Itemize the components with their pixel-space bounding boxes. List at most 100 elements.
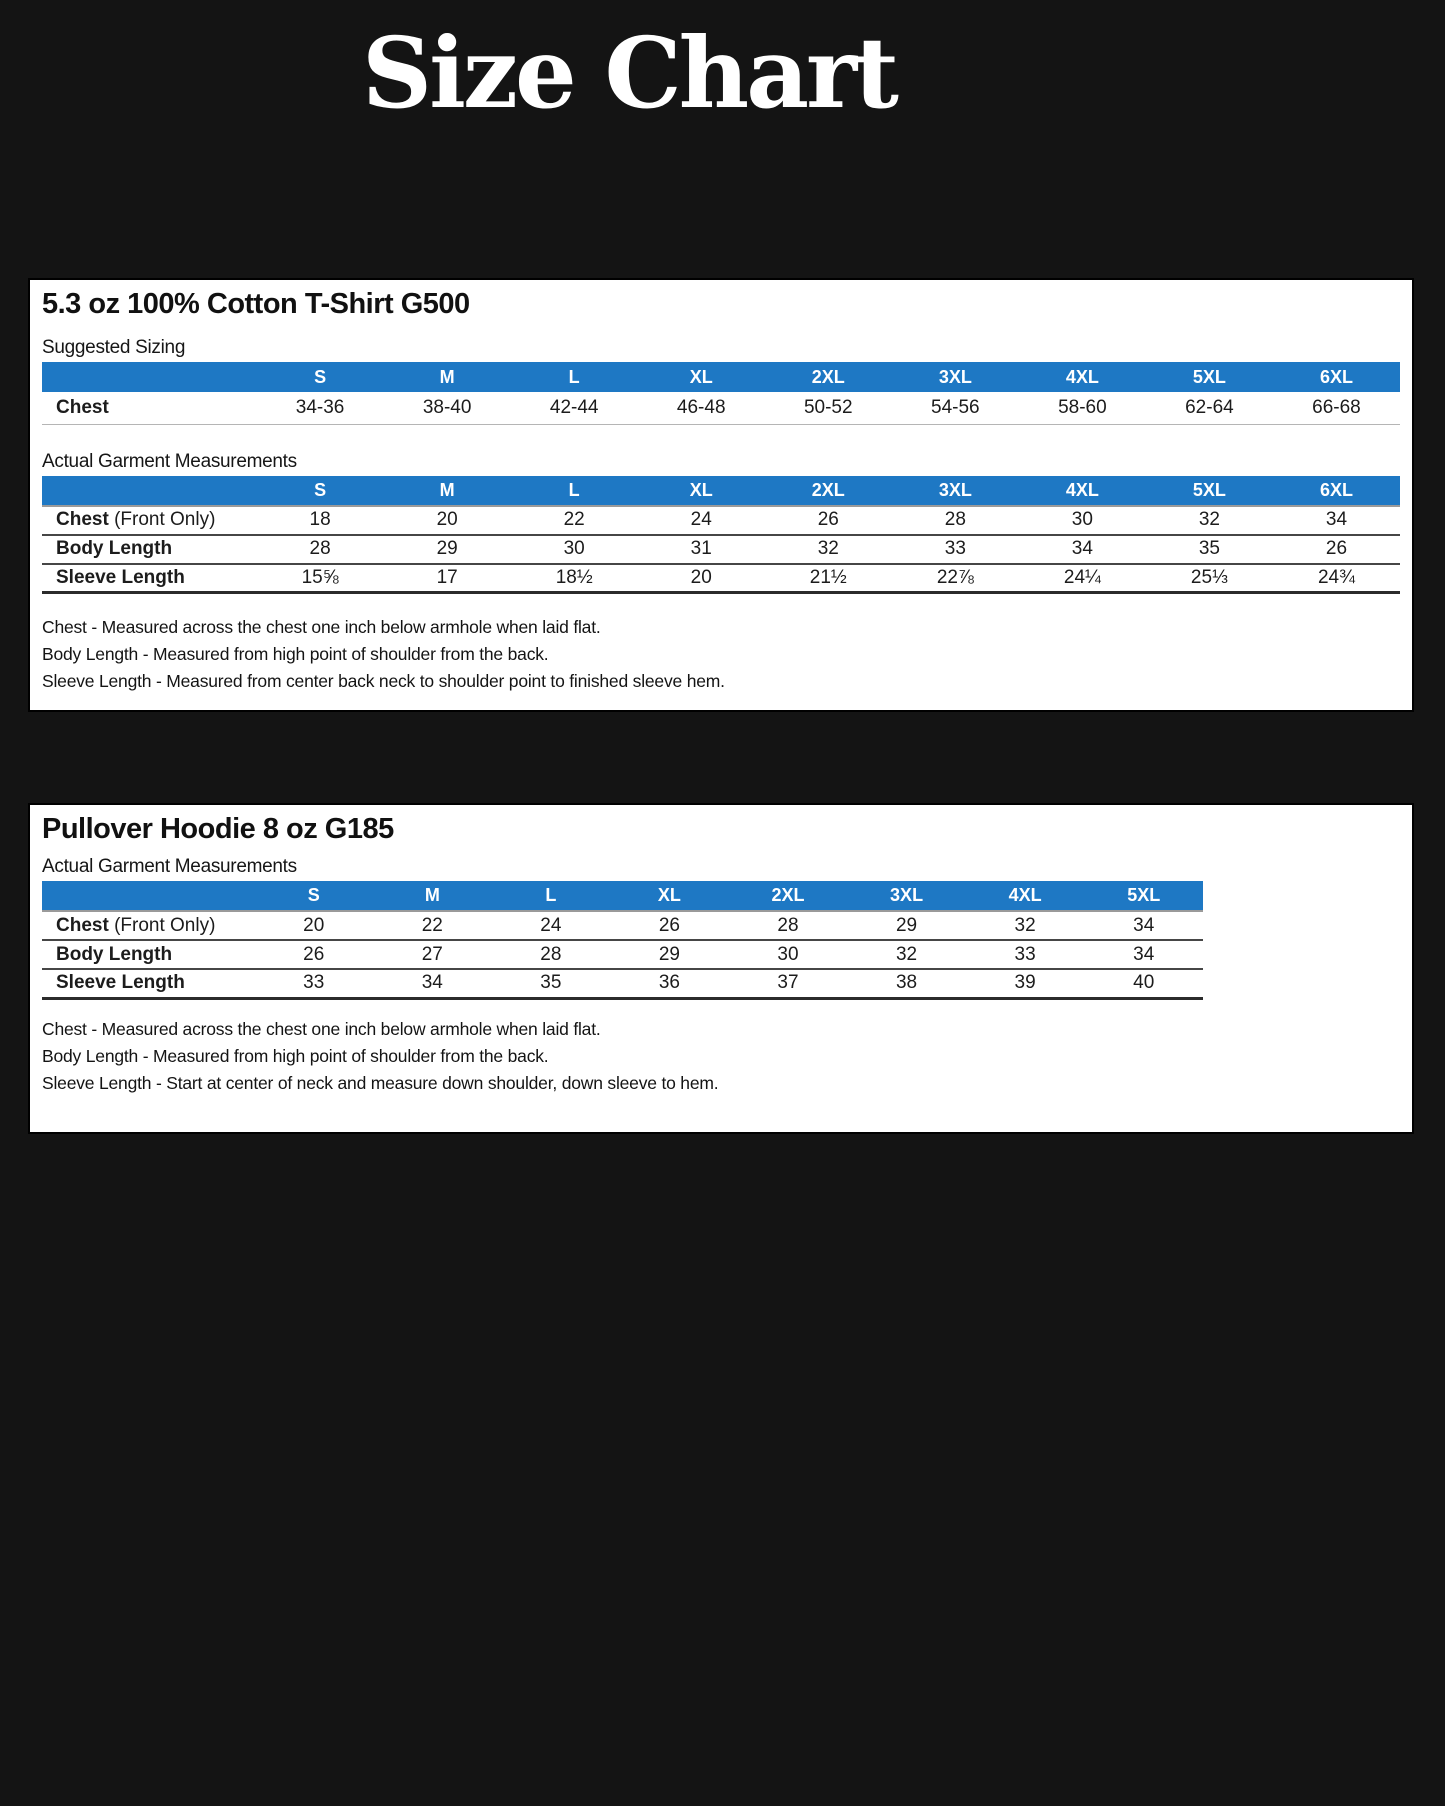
measurement-row: Sleeve Length 15⅝ 17 18½ 20 21½ 22⅞ 24¼ 25⅓ 24¾ [42, 562, 1400, 594]
value-cell: 37 [728, 968, 848, 1000]
value-cell: 32 [1014, 914, 1036, 936]
value-cell: 54-56 [891, 392, 1019, 425]
size-header-cell: 3XL [891, 475, 1019, 507]
size-header-cell: 4XL [965, 881, 1085, 912]
hoodie-footnotes: Chest - Measured across the chest one in… [42, 1016, 1400, 1097]
size-header-cell: 3XL [891, 362, 1019, 392]
row-label-text: Sleeve Length [56, 972, 185, 994]
hoodie-actual-measurements-table: S M L XL 2XL 3XL 4XL 5XL Chest (Front Only) 20 22 2… [42, 881, 1204, 1000]
row-label-cell: Chest (Front Only) [56, 509, 216, 530]
hoodie-size-panel: Pullover Hoodie 8 oz G185 Actual Garment… [28, 803, 1414, 1134]
value-cell: 22 [421, 914, 443, 936]
hoodie-actual-measurements-label: Actual Garment Measurements [42, 856, 297, 877]
tshirt-suggested-sizing-table: S M L XL 2XL 3XL 4XL 5XL 6XL Chest 34-36 38-40 42-44… [42, 362, 1400, 425]
size-header-cell: XL [637, 362, 765, 392]
hoodie-panel-title: Pullover Hoodie 8 oz G185 [42, 813, 394, 845]
value-cell: 15⅝ [256, 562, 384, 594]
footnote-body-length: Body Length - Measured from high point o… [42, 644, 549, 664]
value-cell: 36 [610, 968, 729, 1000]
value-cell: 31 [637, 533, 765, 564]
value-cell: 50-52 [764, 392, 892, 425]
value-cell: 21½ [764, 562, 892, 594]
tshirt-actual-measurements-table: S M L XL 2XL 3XL 4XL 5XL 6XL Chest (Front Only) 18… [42, 475, 1400, 594]
header-corner-cell [42, 362, 257, 392]
footnote-sleeve-length: Sleeve Length - Start at center of neck … [42, 1072, 719, 1093]
value-cell: 29 [610, 939, 729, 969]
footnote-body-length: Body Length - Measured from high point o… [42, 1045, 549, 1066]
measurement-row: Body Length 26 27 28 29 30 32 33 34 [42, 939, 1204, 969]
value-cell: 28 [491, 939, 611, 969]
row-label-text: Body Length [56, 538, 173, 559]
measurement-row: Chest (Front Only) 18 20 22 24 26 28 30 32 34 [42, 506, 1400, 535]
value-cell: 30 [510, 533, 638, 564]
size-header-cell: S [254, 881, 374, 912]
value-cell: 42-44 [510, 392, 638, 425]
tshirt-suggested-sizing-label: Suggested Sizing [42, 337, 186, 358]
value-cell: 26 [254, 939, 374, 969]
value-cell: 34 [373, 968, 492, 1000]
value-cell: 18 [309, 509, 331, 530]
size-header-cell: M [383, 362, 511, 392]
value-cell: 33 [965, 939, 1085, 969]
size-header-cell: 2XL [764, 475, 892, 507]
value-cell: 30 [1071, 509, 1093, 530]
value-cell: 33 [891, 533, 1019, 564]
measurement-row: Chest (Front Only) 20 22 24 26 28 29 32 34 [42, 911, 1203, 940]
value-cell: 33 [254, 968, 374, 1000]
value-cell: 32 [1198, 509, 1220, 530]
value-cell: 29 [383, 533, 511, 564]
size-header-row: S M L XL 2XL 3XL 4XL 5XL 6XL [42, 475, 1400, 507]
size-header-cell: 6XL [1272, 362, 1400, 392]
value-cell: 25⅓ [1145, 562, 1273, 594]
row-label-cell: Body Length [42, 533, 257, 564]
size-header-cell: 4XL [1018, 362, 1146, 392]
size-header-cell: 6XL [1272, 475, 1400, 507]
value-cell: 28 [944, 509, 966, 530]
size-header-cell: S [256, 475, 384, 507]
value-cell: 35 [491, 968, 611, 1000]
value-cell: 17 [383, 562, 511, 594]
value-cell: 34 [1133, 914, 1155, 936]
value-cell: 62-64 [1145, 392, 1273, 425]
tshirt-footnotes: Chest - Measured across the chest one in… [42, 614, 1400, 695]
value-cell: 30 [728, 939, 848, 969]
value-cell: 46-48 [637, 392, 765, 425]
value-cell: 28 [256, 533, 384, 564]
value-cell: 22 [563, 509, 585, 530]
value-cell: 24¼ [1018, 562, 1146, 594]
size-header-cell: M [373, 881, 492, 912]
value-cell: 34-36 [256, 392, 384, 425]
tshirt-size-panel: 5.3 oz 100% Cotton T-Shirt G500 Suggeste… [28, 278, 1414, 712]
size-header-cell: XL [637, 475, 765, 507]
value-cell: 29 [895, 914, 918, 936]
row-label-cell: Sleeve Length [42, 562, 257, 594]
value-cell: 38-40 [383, 392, 511, 425]
row-label-text: Sleeve Length [56, 566, 185, 588]
size-header-row: S M L XL 2XL 3XL 4XL 5XL [42, 881, 1204, 912]
footnote-sleeve-length: Sleeve Length - Measured from center bac… [42, 671, 725, 691]
tshirt-actual-measurements-label: Actual Garment Measurements [42, 450, 297, 472]
value-cell: 32 [847, 939, 966, 969]
footnote-chest: Chest - Measured across the chest one in… [42, 1018, 601, 1039]
value-cell: 20 [303, 914, 325, 936]
measurement-row: Body Length 28 29 30 31 32 33 34 35 26 [42, 533, 1400, 564]
page-title: Size Chart [362, 16, 899, 130]
header-corner-cell [42, 475, 257, 507]
value-cell: 24 [540, 914, 562, 936]
size-header-cell: 5XL [1145, 362, 1273, 392]
row-label-cell: Chest [42, 392, 257, 425]
footnote-chest: Chest - Measured across the chest one in… [42, 617, 601, 637]
value-cell: 38 [847, 968, 966, 1000]
value-cell: 24¾ [1272, 562, 1400, 594]
row-label-text: Chest [56, 509, 109, 530]
value-cell: 27 [373, 939, 492, 969]
value-cell: 32 [764, 533, 892, 564]
value-cell: 20 [436, 509, 458, 530]
size-header-cell: 2XL [764, 362, 892, 392]
value-cell: 22⅞ [891, 562, 1019, 594]
tshirt-panel-title: 5.3 oz 100% Cotton T-Shirt G500 [42, 288, 470, 320]
row-label-text: Body Length [56, 943, 173, 965]
size-header-cell: XL [610, 881, 729, 912]
header-corner-cell [42, 881, 255, 912]
size-header-cell: L [510, 362, 638, 392]
